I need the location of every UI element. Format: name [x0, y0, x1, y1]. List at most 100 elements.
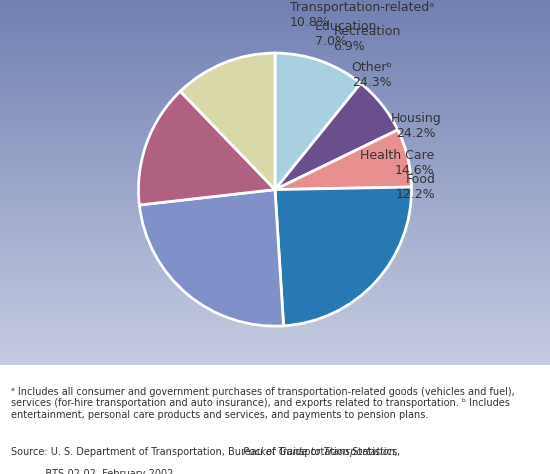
Bar	[0, 318, 550, 322]
Bar	[0, 4, 550, 8]
Bar	[0, 185, 550, 189]
Bar	[0, 118, 550, 122]
Bar	[0, 233, 550, 237]
Bar	[0, 103, 550, 107]
Bar	[0, 322, 550, 325]
Bar	[0, 270, 550, 273]
Bar	[0, 285, 550, 288]
Bar	[0, 203, 550, 207]
Bar	[0, 174, 550, 177]
Bar	[0, 303, 550, 307]
Wedge shape	[139, 91, 275, 205]
Bar	[0, 166, 550, 170]
Text: Recreation
6.9%: Recreation 6.9%	[333, 26, 400, 54]
Bar	[0, 52, 550, 55]
Bar	[0, 122, 550, 126]
Text: Otherᵇ
24.3%: Otherᵇ 24.3%	[351, 61, 392, 89]
Bar	[0, 137, 550, 140]
Bar	[0, 226, 550, 229]
Bar	[0, 355, 550, 359]
Bar	[0, 37, 550, 41]
Bar	[0, 107, 550, 111]
Bar	[0, 96, 550, 100]
Bar	[0, 8, 550, 11]
Text: Pocket Guide to Transportation,: Pocket Guide to Transportation,	[243, 447, 398, 457]
Bar	[0, 300, 550, 303]
Bar	[0, 214, 550, 218]
Bar	[0, 78, 550, 82]
Bar	[0, 273, 550, 277]
Bar	[0, 200, 550, 203]
Bar	[0, 351, 550, 355]
Bar	[0, 259, 550, 263]
Bar	[0, 340, 550, 344]
Bar	[0, 41, 550, 45]
Bar	[0, 218, 550, 222]
Bar	[0, 211, 550, 214]
Bar	[0, 85, 550, 89]
Text: BTS-02-02, February 2002.: BTS-02-02, February 2002.	[11, 468, 177, 474]
Bar	[0, 15, 550, 18]
Wedge shape	[275, 53, 361, 190]
Bar	[0, 251, 550, 255]
Bar	[0, 170, 550, 174]
Bar	[0, 288, 550, 292]
Bar	[0, 277, 550, 281]
Text: ᵃ Includes all consumer and government purchases of transportation-related goods: ᵃ Includes all consumer and government p…	[11, 387, 515, 420]
Bar	[0, 222, 550, 226]
Bar	[0, 366, 550, 370]
Bar	[0, 296, 550, 300]
Bar	[0, 159, 550, 163]
Bar	[0, 48, 550, 52]
Bar	[0, 63, 550, 66]
Bar	[0, 248, 550, 251]
Text: Source: U. S. Department of Transportation, Bureau of Transportation Statistics,: Source: U. S. Department of Transportati…	[11, 447, 403, 457]
Bar	[0, 126, 550, 129]
Bar	[0, 33, 550, 37]
Bar	[0, 148, 550, 152]
Bar	[0, 310, 550, 314]
Bar	[0, 337, 550, 340]
Bar	[0, 263, 550, 266]
Bar	[0, 281, 550, 285]
Bar	[0, 255, 550, 259]
Bar	[0, 181, 550, 185]
Bar	[0, 307, 550, 310]
Bar	[0, 22, 550, 26]
Bar	[0, 11, 550, 15]
Text: Housing
24.2%: Housing 24.2%	[390, 112, 442, 140]
Bar	[0, 129, 550, 133]
Wedge shape	[139, 190, 284, 326]
Bar	[0, 45, 550, 48]
Bar	[0, 133, 550, 137]
Bar	[0, 111, 550, 115]
Bar	[0, 362, 550, 366]
Bar	[0, 152, 550, 155]
Bar	[0, 244, 550, 248]
Bar	[0, 100, 550, 103]
Text: Education
7.0%: Education 7.0%	[315, 19, 377, 47]
Bar	[0, 74, 550, 78]
Bar	[0, 329, 550, 333]
Text: Transportation-relatedᵃ
10.8%: Transportation-relatedᵃ 10.8%	[290, 1, 434, 29]
Bar	[0, 266, 550, 270]
Bar	[0, 189, 550, 192]
Wedge shape	[275, 83, 398, 190]
Bar	[0, 347, 550, 351]
Bar	[0, 92, 550, 96]
Bar	[0, 229, 550, 233]
Bar	[0, 359, 550, 362]
Bar	[0, 240, 550, 244]
Wedge shape	[180, 53, 275, 190]
Bar	[0, 196, 550, 200]
Bar	[0, 140, 550, 144]
Bar	[0, 155, 550, 159]
Bar	[0, 192, 550, 196]
Bar	[0, 292, 550, 296]
Bar	[0, 333, 550, 337]
Bar	[0, 115, 550, 118]
Bar	[0, 59, 550, 63]
Bar	[0, 237, 550, 240]
Wedge shape	[275, 130, 411, 190]
Bar	[0, 207, 550, 211]
